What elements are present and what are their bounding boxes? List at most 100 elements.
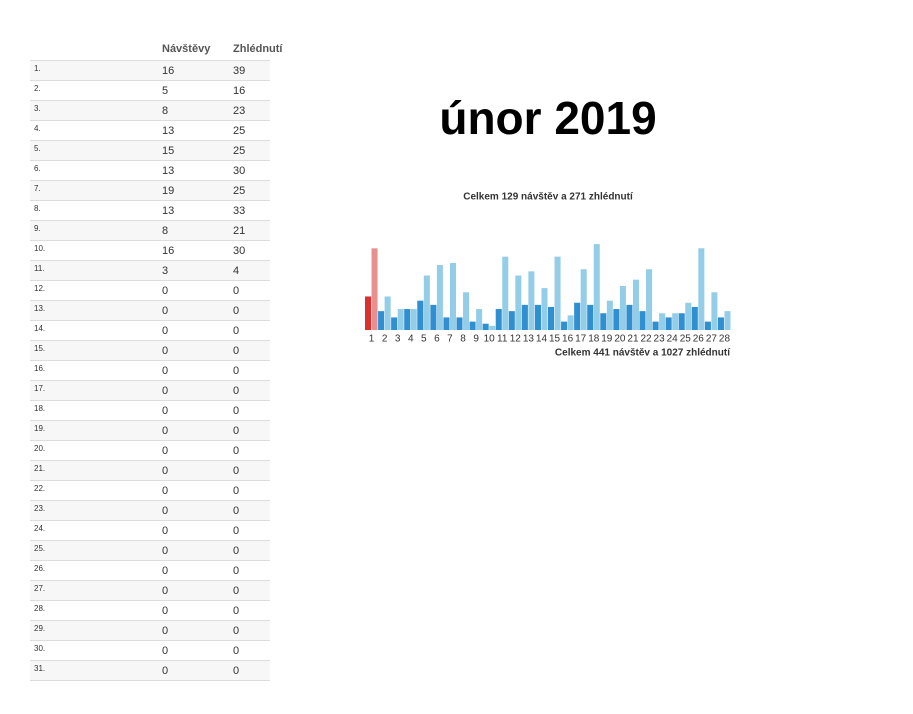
table-cell: 0 xyxy=(233,665,240,677)
x-tick-label: 19 xyxy=(601,334,613,345)
table-cell: 0 xyxy=(162,625,169,637)
table-row: 6. 13 30 xyxy=(30,160,270,180)
day-label: 27. xyxy=(34,584,46,593)
bar xyxy=(482,323,489,330)
day-label: 8. xyxy=(34,204,41,213)
table-row: 7. 19 25 xyxy=(30,180,270,200)
table-cell: 21 xyxy=(233,225,246,237)
day-label: 9. xyxy=(34,224,41,233)
chart-footer: Celkem 441 návštěv a 1027 zhlédnutí xyxy=(555,348,731,359)
bar xyxy=(626,304,633,330)
x-tick-label: 8 xyxy=(460,334,466,345)
bar xyxy=(724,311,731,330)
table-cell: 0 xyxy=(233,545,240,557)
table-row: 17. 0 0 xyxy=(30,380,270,400)
table-cell: 0 xyxy=(233,405,240,417)
bar xyxy=(672,313,679,330)
x-tick-label: 15 xyxy=(549,334,561,345)
table-row: 18. 0 0 xyxy=(30,400,270,420)
table-cell: 5 xyxy=(162,85,169,97)
table-cell: 0 xyxy=(233,525,240,537)
table-cell: 0 xyxy=(162,665,169,677)
bar xyxy=(646,269,653,330)
table-cell: 23 xyxy=(233,105,246,117)
bar xyxy=(404,309,411,330)
bar xyxy=(717,317,724,330)
table-bottom-border xyxy=(30,680,270,681)
table-row: 28. 0 0 xyxy=(30,600,270,620)
table-cell: 33 xyxy=(233,205,246,217)
x-tick-label: 14 xyxy=(536,334,548,345)
day-label: 24. xyxy=(34,524,46,533)
x-tick-label: 20 xyxy=(614,334,626,345)
page-title: únor 2019 xyxy=(439,92,656,144)
table-row: 12. 0 0 xyxy=(30,280,270,300)
day-label: 22. xyxy=(34,484,46,493)
x-tick-label: 6 xyxy=(434,334,440,345)
table-cell: 13 xyxy=(162,125,175,137)
x-tick-label: 2 xyxy=(382,334,388,345)
bar xyxy=(508,311,515,330)
bar xyxy=(378,311,385,330)
table-cell: 16 xyxy=(162,245,175,257)
table-cell: 0 xyxy=(233,445,240,457)
table-cell: 0 xyxy=(233,285,240,297)
table-cell: 0 xyxy=(233,485,240,497)
bar xyxy=(495,309,502,330)
table-cell: 0 xyxy=(162,545,169,557)
table-cell: 13 xyxy=(162,205,175,217)
table-row: 27. 0 0 xyxy=(30,580,270,600)
bar xyxy=(391,317,398,330)
day-label: 15. xyxy=(34,344,46,353)
bar xyxy=(384,296,391,330)
bar xyxy=(521,304,528,330)
bar xyxy=(469,321,476,330)
table-cell: 0 xyxy=(233,585,240,597)
bar xyxy=(456,317,463,330)
table-row: 8. 13 33 xyxy=(30,200,270,220)
table-cell: 19 xyxy=(162,185,175,197)
table-cell: 0 xyxy=(233,425,240,437)
day-label: 11. xyxy=(34,264,45,273)
bar xyxy=(502,256,509,330)
bar xyxy=(704,321,711,330)
table-row: 15. 0 0 xyxy=(30,340,270,360)
x-tick-label: 17 xyxy=(575,334,587,345)
day-label: 12. xyxy=(34,284,46,293)
day-label: 31. xyxy=(34,664,46,673)
table-cell: 0 xyxy=(233,345,240,357)
table-cell: 0 xyxy=(162,605,169,617)
table-cell: 16 xyxy=(233,85,246,97)
day-label: 28. xyxy=(34,604,46,613)
bar xyxy=(639,311,646,330)
table-cell: 0 xyxy=(162,365,169,377)
table-row: 16. 0 0 xyxy=(30,360,270,380)
day-label: 4. xyxy=(34,124,41,133)
bar xyxy=(463,292,470,330)
bar xyxy=(685,302,692,330)
bar xyxy=(417,300,424,330)
table-cell: 0 xyxy=(162,305,169,317)
x-tick-label: 22 xyxy=(640,334,652,345)
table-cell: 0 xyxy=(233,325,240,337)
day-label: 19. xyxy=(34,424,46,433)
table-row: 25. 0 0 xyxy=(30,540,270,560)
table-cell: 25 xyxy=(233,185,246,197)
bar xyxy=(574,302,581,330)
bar xyxy=(659,313,666,330)
table-row: 3. 8 23 xyxy=(30,100,270,120)
chart-subtitle: Celkem 129 návštěv a 271 zhlédnutí xyxy=(463,192,634,203)
bar xyxy=(632,279,639,330)
x-tick-label: 23 xyxy=(654,334,666,345)
table-row: 5. 15 25 xyxy=(30,140,270,160)
table-header: Návštěvy Zhlédnutí xyxy=(30,40,283,60)
bar xyxy=(430,304,437,330)
table-cell: 30 xyxy=(233,165,246,177)
day-label: 1. xyxy=(34,64,41,73)
table-row: 23. 0 0 xyxy=(30,500,270,520)
table-row: 1. 16 39 xyxy=(30,60,270,80)
day-label: 21. xyxy=(34,464,46,473)
day-label: 30. xyxy=(34,644,46,653)
bar xyxy=(711,292,718,330)
